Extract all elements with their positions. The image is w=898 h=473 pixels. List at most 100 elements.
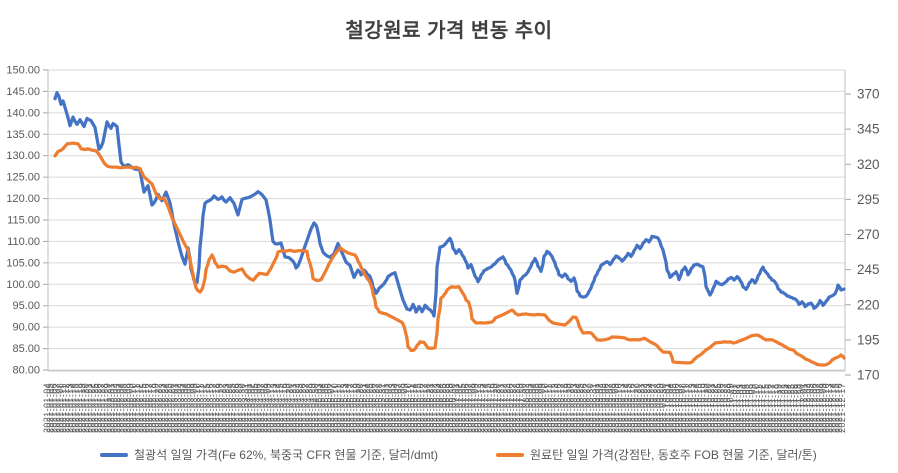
y-axis-label-left: 125.00 — [6, 172, 40, 184]
x-axis-label: 2021-01-04 — [42, 383, 52, 433]
legend-line-sample-orange — [496, 452, 524, 457]
x-axis-label: 2021-04-19 — [282, 383, 292, 433]
x-axis-label: 2021-11-16 — [764, 384, 774, 433]
x-axis-label: 2021-06-10 — [403, 383, 413, 433]
x-axis-label: 2021-03-18 — [211, 383, 221, 433]
x-axis-label: 2021-04-23 — [294, 383, 304, 433]
x-axis-label: 2021-03-31 — [240, 383, 250, 433]
x-axis-label: 2021-08-30 — [585, 383, 595, 433]
x-axis-label: 2021-04-16 — [278, 383, 288, 433]
x-axis-label: 2021-06-03 — [387, 383, 397, 433]
x-axis-label: 2021-06-28 — [441, 383, 451, 433]
x-axis-label: 2021-05-07 — [326, 383, 336, 433]
legend-item-coking-coal[interactable]: 원료탄 일일 가격(강점탄, 동호주 FOB 현물 기준, 달러/톤) — [496, 446, 817, 463]
x-axis-label: 2021-11-24 — [783, 384, 793, 433]
x-axis-label: 2021-02-17 — [144, 383, 154, 433]
x-axis-label: 2021-07-22 — [499, 383, 509, 433]
x-axis-label: 2021-02-23 — [157, 383, 167, 433]
x-axis-label: 2021-07-13 — [476, 383, 486, 433]
x-axis-label: 2021-12-13 — [824, 383, 834, 433]
y-axis-label-left: 85.00 — [12, 343, 40, 355]
x-axis-label: 2021-03-01 — [170, 383, 180, 433]
x-axis-label: 2021-06-01 — [380, 383, 390, 433]
x-axis-label: 2021-10-18 — [697, 383, 707, 433]
x-axis-label: 2021-08-06 — [534, 383, 544, 433]
x-axis-label: 2021-08-03 — [524, 383, 534, 433]
x-axis-label: 2021-08-02 — [521, 383, 531, 433]
y-axis-label-right: 320 — [857, 157, 880, 172]
x-axis-label: 2021-06-24 — [435, 383, 445, 433]
x-axis-label: 2021-11-29 — [792, 384, 802, 433]
series-line-coking-coal[interactable] — [53, 141, 846, 367]
x-axis-label: 2021-08-10 — [540, 383, 550, 433]
x-axis-label: 2021-12-07 — [812, 383, 822, 433]
x-axis-label: 2021-10-27 — [719, 383, 729, 433]
x-axis-label: 2021-03-04 — [179, 383, 189, 433]
x-axis-label: 2021-11-23 — [780, 384, 790, 433]
x-axis-label: 2021-12-10 — [821, 383, 831, 433]
x-axis-label: 2021-05-25 — [365, 383, 375, 433]
x-axis-label: 2021-11-26 — [789, 384, 799, 433]
y-axis-label-right: 270 — [857, 227, 880, 242]
x-axis-label: 2021-03-17 — [208, 383, 218, 433]
y-axis-label-right: 170 — [857, 368, 880, 383]
y-axis-label-left: 140.00 — [6, 107, 40, 119]
x-axis-label: 2021-02-18 — [147, 383, 157, 433]
x-axis-label: 2021-01-20 — [80, 383, 90, 433]
x-axis-label: 2021-12-03 — [805, 383, 815, 433]
x-axis-label: 2021-05-24 — [361, 383, 371, 433]
y-axis-label-left: 115.00 — [7, 215, 40, 227]
x-axis-label: 2021-10-29 — [725, 383, 735, 433]
x-axis-label: 2021-02-16 — [141, 383, 151, 433]
x-axis-label: 2021-08-24 — [572, 383, 582, 433]
x-axis-label: 2021-07-12 — [473, 383, 483, 433]
x-axis-label: 2021-11-08 — [744, 384, 754, 433]
x-axis-label: 2021-08-19 — [562, 383, 572, 433]
x-axis-label: 2021-07-02 — [454, 383, 464, 433]
x-axis-label: 2021-09-08 — [607, 383, 617, 433]
x-axis-label: 2021-09-07 — [604, 383, 614, 433]
x-axis-label: 2021-03-03 — [176, 383, 186, 433]
x-axis-label: 2021-07-28 — [511, 383, 521, 433]
y-axis-label-right: 370 — [857, 87, 880, 102]
x-axis-label: 2021-04-02 — [246, 383, 256, 433]
x-axis-label: 2021-09-03 — [598, 383, 608, 433]
x-axis-label: 2021-03-23 — [221, 383, 231, 433]
series-line-iron-ore[interactable] — [53, 91, 846, 318]
x-axis-label: 2021-06-14 — [409, 383, 419, 433]
y-axis-label-right: 220 — [857, 297, 880, 312]
x-axis-label: 2021-05-26 — [368, 383, 378, 433]
x-axis-label: 2021-09-13 — [617, 383, 627, 433]
x-axis-label: 2021-05-04 — [317, 383, 327, 433]
x-axis-label: 2021-02-25 — [163, 383, 173, 433]
x-axis-label: 2021-06-15 — [412, 383, 422, 433]
x-axis-label: 2021-01-29 — [103, 383, 113, 433]
y-axis-label-left: 135.00 — [6, 129, 40, 141]
x-axis-label: 2021-01-12 — [61, 383, 71, 433]
x-axis-label: 2021-09-14 — [620, 383, 630, 433]
x-axis-label: 2021-02-05 — [119, 383, 129, 433]
x-axis-label: 2021-04-29 — [307, 383, 317, 433]
x-axis-label: 2021-04-07 — [256, 383, 266, 433]
x-axis-label: 2021-07-09 — [470, 383, 480, 433]
x-axis-label: 2021-12-01 — [799, 383, 809, 433]
legend-item-iron-ore[interactable]: 철광석 일일 가격(Fe 62%, 북중국 CFR 현물 기준, 달러/dmt) — [100, 446, 438, 463]
x-axis-label: 2021-11-02 — [732, 384, 742, 433]
x-axis-label: 2021-07-06 — [460, 383, 470, 433]
x-axis-label: 2021-03-11 — [195, 384, 205, 433]
x-axis-label: 2021-02-02 — [109, 383, 119, 433]
x-axis-label: 2021-01-28 — [100, 383, 110, 433]
x-axis-label: 2021-06-23 — [432, 383, 442, 433]
x-axis-label: 2021-07-29 — [515, 383, 525, 433]
x-axis-label: 2021-10-19 — [700, 383, 710, 433]
x-axis-label: 2021-04-30 — [310, 383, 320, 433]
y-axis-label-left: 110.00 — [7, 236, 40, 248]
x-axis-label: 2021-04-01 — [243, 383, 253, 433]
x-axis-label: 2021-12-14 — [827, 383, 837, 433]
x-axis-label: 2021-02-09 — [125, 383, 135, 433]
x-axis-label: 2021-06-22 — [428, 383, 438, 433]
x-axis-label: 2021-08-31 — [588, 383, 598, 433]
x-axis-label: 2021-10-21 — [706, 383, 716, 433]
x-axis-label: 2021-10-06 — [671, 383, 681, 433]
